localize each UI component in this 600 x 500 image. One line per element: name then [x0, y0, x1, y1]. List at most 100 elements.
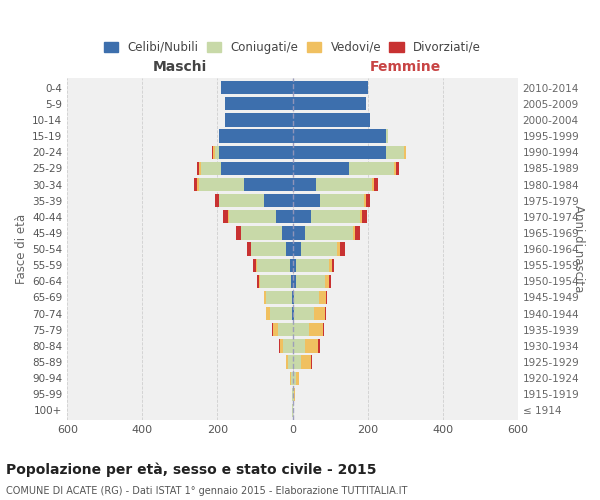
Bar	[296, 274, 325, 288]
Bar	[278, 323, 293, 336]
Bar	[295, 291, 319, 304]
Bar	[225, 97, 293, 110]
Bar	[283, 340, 293, 352]
Bar	[228, 210, 229, 224]
Bar	[311, 356, 312, 368]
Bar	[265, 194, 293, 207]
Bar	[386, 146, 404, 159]
Bar	[293, 323, 309, 336]
Bar	[293, 162, 349, 175]
Bar	[270, 307, 292, 320]
Bar	[220, 194, 265, 207]
Bar	[215, 146, 220, 159]
Bar	[372, 178, 374, 191]
Bar	[199, 162, 200, 175]
Bar	[266, 291, 292, 304]
Legend: Celibi/Nubili, Coniugati/e, Vedovi/e, Divorziati/e: Celibi/Nubili, Coniugati/e, Vedovi/e, Di…	[100, 36, 485, 59]
Bar	[305, 340, 318, 352]
Text: Maschi: Maschi	[153, 60, 207, 74]
Bar	[325, 274, 329, 288]
Bar	[286, 242, 293, 256]
Text: Popolazione per età, sesso e stato civile - 2015: Popolazione per età, sesso e stato civil…	[6, 462, 377, 477]
Bar	[296, 372, 299, 385]
Bar	[325, 307, 326, 320]
Bar	[329, 258, 332, 272]
Bar	[272, 323, 273, 336]
Bar	[329, 274, 331, 288]
Bar	[293, 194, 320, 207]
Bar	[294, 388, 295, 401]
Bar	[220, 146, 293, 159]
Bar	[293, 242, 301, 256]
Bar	[197, 162, 199, 175]
Bar	[199, 178, 244, 191]
Bar	[293, 340, 305, 352]
Bar	[293, 130, 386, 142]
Bar	[256, 258, 257, 272]
Bar	[223, 210, 228, 224]
Bar	[265, 291, 266, 304]
Y-axis label: Anni di nascita: Anni di nascita	[572, 206, 585, 293]
Bar	[360, 210, 362, 224]
Bar	[292, 307, 293, 320]
Bar	[326, 291, 328, 304]
Bar	[404, 146, 406, 159]
Bar	[257, 258, 290, 272]
Bar	[291, 372, 293, 385]
Bar	[194, 178, 197, 191]
Bar	[236, 226, 241, 239]
Bar	[293, 97, 366, 110]
Bar	[282, 226, 293, 239]
Bar	[316, 178, 372, 191]
Bar	[293, 307, 294, 320]
Bar	[301, 356, 311, 368]
Bar	[212, 146, 213, 159]
Bar	[318, 340, 320, 352]
Bar	[221, 81, 293, 94]
Bar	[319, 291, 326, 304]
Bar	[213, 146, 215, 159]
Bar	[293, 226, 305, 239]
Bar	[293, 178, 316, 191]
Bar	[309, 323, 323, 336]
Bar	[241, 226, 282, 239]
Bar	[257, 274, 259, 288]
Bar	[320, 194, 364, 207]
Bar	[337, 242, 340, 256]
Bar	[294, 307, 314, 320]
Bar	[386, 130, 388, 142]
Bar	[293, 114, 370, 126]
Bar	[394, 162, 396, 175]
Bar	[266, 307, 270, 320]
Bar	[260, 274, 290, 288]
Bar	[305, 226, 353, 239]
Bar	[215, 194, 218, 207]
Bar	[293, 388, 294, 401]
Bar	[225, 114, 293, 126]
Bar	[247, 242, 251, 256]
Bar	[293, 258, 296, 272]
Bar	[290, 274, 293, 288]
Bar	[259, 274, 260, 288]
Bar	[273, 323, 278, 336]
Bar	[396, 162, 399, 175]
Bar	[366, 194, 370, 207]
Bar	[253, 258, 256, 272]
Bar	[293, 210, 311, 224]
Bar	[293, 356, 301, 368]
Text: COMUNE DI ACATE (RG) - Dati ISTAT 1° gennaio 2015 - Elaborazione TUTTITALIA.IT: COMUNE DI ACATE (RG) - Dati ISTAT 1° gen…	[6, 486, 407, 496]
Bar	[374, 178, 378, 191]
Bar	[290, 372, 291, 385]
Bar	[332, 258, 334, 272]
Bar	[197, 178, 199, 191]
Bar	[355, 226, 360, 239]
Bar	[221, 162, 293, 175]
Bar	[293, 274, 296, 288]
Bar	[290, 258, 293, 272]
Bar	[200, 162, 221, 175]
Bar	[314, 307, 325, 320]
Bar	[280, 340, 283, 352]
Bar	[340, 242, 346, 256]
Bar	[353, 226, 355, 239]
Text: Femmine: Femmine	[370, 60, 441, 74]
